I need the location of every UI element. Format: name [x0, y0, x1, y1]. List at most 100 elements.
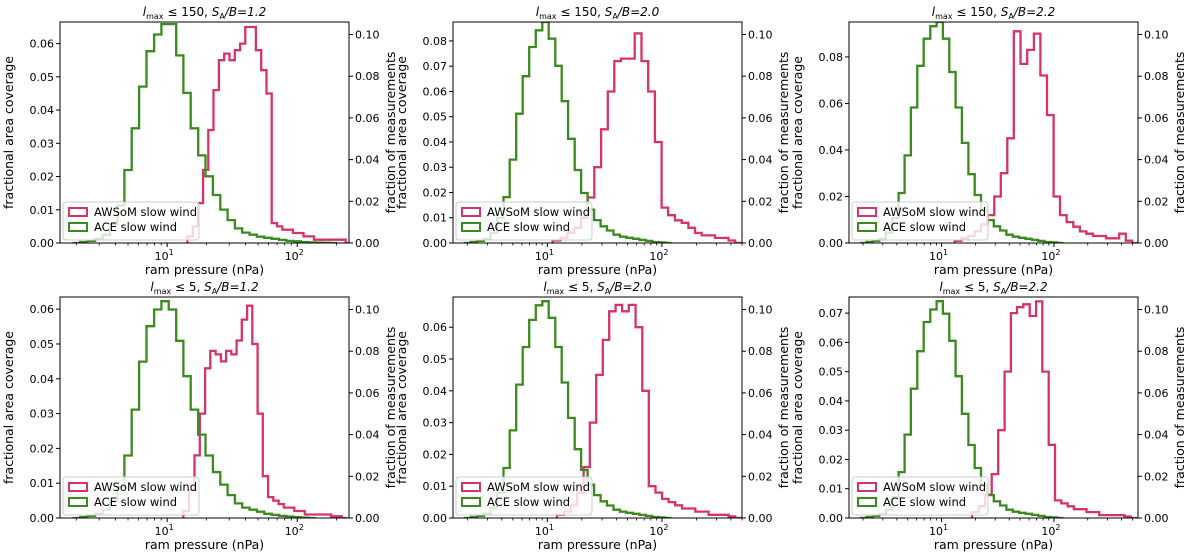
y-left-tick-label: 0.04 — [423, 136, 448, 149]
y-right-tick-label: 0.10 — [355, 29, 380, 42]
legend-awsom-swatch — [68, 207, 88, 217]
y-left-tick-label: 0.03 — [423, 417, 448, 430]
legend-box — [455, 201, 593, 241]
y-right-tick-label: 0.08 — [355, 345, 380, 358]
legend-ace-label: ACE slow wind — [487, 495, 570, 509]
y-left-axis-label: fractional area coverage — [394, 56, 409, 209]
y-right-tick-label: 0.00 — [1144, 512, 1169, 525]
y-left-tick-label: 0.00 — [30, 512, 55, 525]
y-right-tick-label: 0.06 — [1144, 112, 1169, 125]
y-left-tick-label: 0.02 — [423, 186, 448, 199]
y-right-tick-label: 0.10 — [748, 29, 773, 42]
y-right-tick-label: 0.04 — [748, 429, 773, 442]
y-right-tick-label: 0.10 — [355, 304, 380, 317]
y-left-tick-label: 0.08 — [423, 35, 448, 48]
panel-title: lmax ≤ 5, SA/B=2.2 — [939, 280, 1047, 296]
y-left-tick-label: 0.06 — [423, 85, 448, 98]
y-left-tick-label: 0.06 — [423, 321, 448, 334]
y-left-tick-label: 0.01 — [30, 477, 55, 490]
y-left-tick-label: 0.00 — [30, 237, 55, 250]
awsom-histogram — [970, 300, 1138, 518]
y-left-tick-label: 0.02 — [423, 448, 448, 461]
panel-3: 0.00 0.02 0.04 0.06 0.08 0.00 0.02 0.04 0.06 0.08… — [790, 5, 1187, 277]
legend-awsom-swatch — [857, 207, 877, 217]
legend-ace-swatch — [461, 497, 481, 507]
y-left-tick-label: 0.05 — [819, 366, 844, 379]
y-right-tick-label: 0.08 — [748, 345, 773, 358]
y-left-tick-label: 0.01 — [30, 204, 55, 217]
y-left-tick-label: 0.06 — [819, 336, 844, 349]
y-right-tick-label: 0.02 — [355, 470, 380, 483]
awsom-histogram — [182, 304, 347, 518]
y-right-tick-label: 0.06 — [748, 112, 773, 125]
y-left-tick-label: 0.02 — [30, 171, 55, 184]
y-right-tick-label: 0.00 — [748, 512, 773, 525]
panel-title: lmax ≤ 150, SA/B=2.0 — [536, 5, 660, 21]
y-right-tick-label: 0.08 — [1144, 345, 1169, 358]
panel-title: lmax ≤ 150, SA/B=2.2 — [932, 5, 1056, 21]
y-right-tick-label: 0.04 — [355, 429, 380, 442]
y-right-tick-label: 0.08 — [1144, 70, 1169, 83]
legend-ace-swatch — [857, 497, 877, 507]
y-left-tick-label: 0.00 — [423, 237, 448, 250]
y-left-tick-label: 0.07 — [819, 307, 844, 320]
y-left-tick-label: 0.04 — [819, 395, 844, 408]
y-left-tick-label: 0.06 — [30, 303, 55, 316]
y-right-tick-label: 0.04 — [1144, 154, 1169, 167]
legend-ace-label: ACE slow wind — [883, 495, 966, 509]
axes-frame — [59, 296, 350, 519]
x-tick-label: 102 — [1041, 523, 1060, 538]
x-tick-label: 102 — [1041, 248, 1060, 263]
y-right-tick-label: 0.06 — [748, 387, 773, 400]
y-left-tick-label: 0.01 — [423, 212, 448, 225]
y-left-tick-label: 0.03 — [423, 161, 448, 174]
panel-5: 0.00 0.01 0.02 0.03 0.04 0.05 0.06 0.00 0.02 0.04… — [394, 280, 791, 552]
panel-4: 0.00 0.01 0.02 0.03 0.04 0.05 0.06 0.00 0.02 0.04… — [1, 280, 398, 552]
y-right-tick-label: 0.04 — [355, 154, 380, 167]
legend-box — [455, 476, 593, 516]
y-left-axis-label: fractional area coverage — [790, 56, 805, 209]
legend-awsom-swatch — [461, 207, 481, 217]
y-right-axis-label: fraction of measurements — [383, 52, 398, 214]
legend-awsom-label: AWSoM slow wind — [94, 480, 197, 494]
x-tick-label: 102 — [649, 523, 668, 538]
y-left-tick-label: 0.00 — [819, 237, 844, 250]
legend-box — [851, 476, 989, 516]
y-left-tick-label: 0.02 — [819, 190, 844, 203]
y-left-tick-label: 0.03 — [30, 408, 55, 421]
y-left-axis-label: fractional area coverage — [1, 56, 16, 209]
y-left-tick-label: 0.04 — [30, 373, 55, 386]
y-left-tick-label: 0.02 — [819, 453, 844, 466]
awsom-histogram — [555, 303, 742, 518]
legend-awsom-swatch — [68, 482, 88, 492]
y-right-axis-label: fraction of measurements — [776, 52, 791, 214]
x-axis-label: ram pressure (nPa) — [145, 262, 264, 277]
x-tick-label: 101 — [155, 523, 174, 538]
legend-ace-label: ACE slow wind — [94, 220, 177, 234]
y-right-tick-label: 0.00 — [748, 237, 773, 250]
y-right-tick-label: 0.06 — [355, 387, 380, 400]
legend-awsom-label: AWSoM slow wind — [94, 205, 197, 219]
panel-2: 0.00 0.01 0.02 0.03 0.04 0.05 0.06 0.07 0.08 0.00… — [394, 5, 791, 277]
x-tick-label: 102 — [285, 248, 304, 263]
axes-frame — [452, 21, 743, 244]
panel-6: 0.00 0.01 0.02 0.03 0.04 0.05 0.06 0.07 0.00 0.02… — [790, 280, 1187, 552]
x-tick-label: 101 — [535, 248, 554, 263]
legend-awsom-swatch — [461, 482, 481, 492]
legend-box — [62, 201, 200, 241]
y-left-tick-label: 0.07 — [423, 60, 448, 73]
legend-awsom-label: AWSoM slow wind — [883, 480, 986, 494]
y-right-tick-label: 0.08 — [355, 70, 380, 83]
legend-ace-swatch — [68, 222, 88, 232]
x-axis-label: ram pressure (nPa) — [538, 537, 657, 552]
y-left-tick-label: 0.01 — [423, 480, 448, 493]
y-left-tick-label: 0.04 — [423, 385, 448, 398]
y-right-tick-label: 0.00 — [355, 237, 380, 250]
legend-awsom-label: AWSoM slow wind — [487, 480, 590, 494]
legend-awsom-label: AWSoM slow wind — [883, 205, 986, 219]
y-left-tick-label: 0.03 — [819, 424, 844, 437]
y-right-tick-label: 0.04 — [1144, 429, 1169, 442]
awsom-histogram — [186, 25, 349, 243]
legend-awsom-swatch — [857, 482, 877, 492]
